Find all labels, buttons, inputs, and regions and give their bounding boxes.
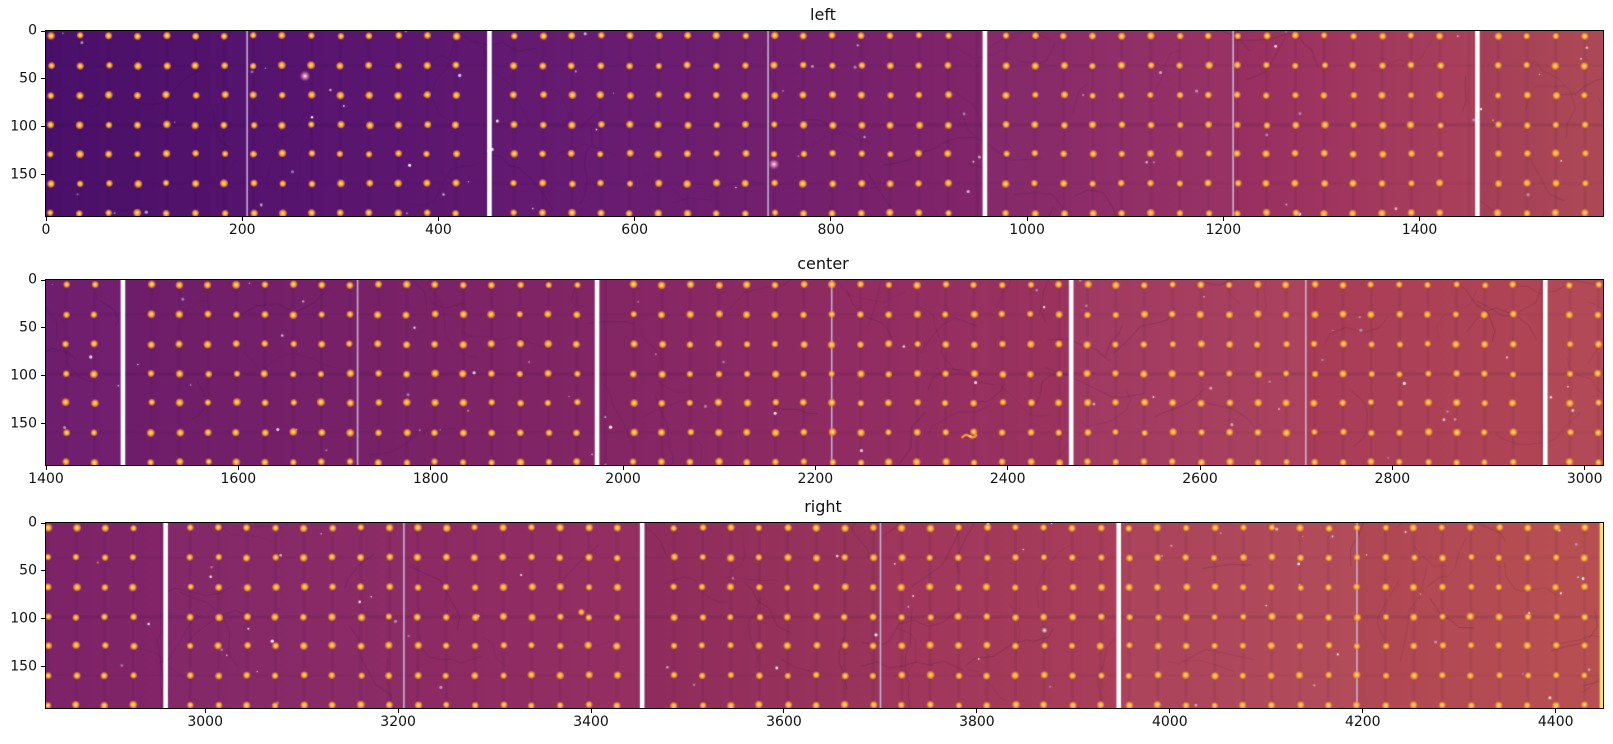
y-tick-mark (41, 126, 45, 128)
x-tick-label: 600 (621, 222, 649, 238)
x-tick-mark (1169, 709, 1171, 713)
x-tick-label: 1600 (220, 471, 257, 487)
x-tick-mark (204, 709, 206, 713)
x-tick-label: 1000 (1009, 222, 1045, 238)
x-tick-label: 0 (41, 222, 51, 238)
x-tick-label: 2000 (605, 471, 641, 487)
x-tick-mark (241, 217, 243, 221)
x-tick-label: 800 (817, 222, 845, 238)
x-tick-label: 2600 (1182, 471, 1218, 487)
x-tick-label: 3400 (573, 714, 609, 730)
x-tick-label: 4400 (1537, 714, 1574, 730)
x-tick-label: 2400 (989, 471, 1026, 487)
x-tick-label: 3000 (187, 714, 223, 730)
x-tick-label: 1800 (412, 471, 449, 487)
panel-right-frame: 3000 3200 3400 3600 3800 4000 4200 4400 0 50 100 15… (10, 515, 1604, 730)
panel-center-heatmap (46, 280, 1603, 465)
y-tick-mark (41, 522, 45, 524)
y-tick-mark (41, 174, 45, 176)
x-tick-mark (1199, 466, 1201, 470)
y-tick-mark (41, 375, 45, 377)
y-tick-label: 0 (28, 514, 37, 531)
y-tick-label: 150 (10, 658, 37, 675)
x-tick-mark (634, 217, 636, 221)
y-tick-label: 100 (10, 610, 37, 627)
x-tick-label: 3000 (1566, 471, 1603, 487)
x-tick-label: 3200 (380, 714, 416, 730)
y-tick-label: 0 (28, 22, 37, 39)
y-tick-label: 0 (28, 271, 37, 288)
y-tick-mark (41, 78, 45, 80)
y-tick-mark (41, 30, 45, 32)
y-tick-mark (41, 327, 45, 329)
panel-right-title: right (804, 497, 842, 516)
x-tick-mark (237, 466, 239, 470)
x-tick-mark (590, 709, 592, 713)
x-tick-mark (622, 466, 624, 470)
x-tick-label: 3600 (766, 714, 802, 730)
x-tick-label: 1400 (28, 471, 64, 487)
x-tick-label: 400 (425, 222, 452, 238)
x-tick-mark (783, 709, 785, 713)
panel-right-heatmap (46, 523, 1603, 708)
x-tick-mark (1007, 466, 1009, 470)
x-tick-label: 1200 (1205, 222, 1242, 238)
panel-center-title: center (797, 254, 849, 273)
y-tick-label: 50 (19, 70, 37, 87)
y-tick-label: 50 (19, 562, 37, 579)
x-tick-mark (437, 217, 439, 221)
x-tick-mark (1584, 466, 1586, 470)
y-tick-mark (41, 279, 45, 281)
y-tick-label: 150 (10, 166, 37, 183)
panel-left-heatmap (46, 31, 1603, 216)
x-tick-label: 200 (228, 222, 256, 238)
panel-left-frame: 0 200 400 600 800 1000 1200 1400 0 50 100 150 (10, 23, 1604, 238)
y-tick-label: 50 (19, 319, 37, 336)
y-tick-mark (41, 618, 45, 620)
x-tick-mark (397, 709, 399, 713)
y-tick-mark (41, 423, 45, 425)
x-tick-mark (814, 466, 816, 470)
x-tick-label: 4000 (1152, 714, 1188, 730)
x-tick-label: 3800 (959, 714, 995, 730)
x-tick-mark (430, 466, 432, 470)
x-tick-mark (1391, 466, 1393, 470)
x-tick-mark (45, 466, 47, 470)
x-tick-mark (830, 217, 832, 221)
y-tick-label: 100 (10, 118, 37, 135)
x-tick-mark (1362, 709, 1364, 713)
x-tick-mark (976, 709, 978, 713)
y-tick-label: 100 (10, 367, 37, 384)
x-tick-mark (1222, 217, 1224, 221)
x-tick-mark (1555, 709, 1557, 713)
x-tick-label: 2200 (797, 471, 834, 487)
y-tick-label: 150 (10, 415, 37, 432)
panel-left-title: left (810, 5, 836, 24)
x-tick-mark (1419, 217, 1421, 221)
x-tick-mark (1026, 217, 1028, 221)
x-tick-mark (45, 217, 47, 221)
x-tick-label: 2800 (1374, 471, 1411, 487)
x-tick-label: 4200 (1344, 714, 1381, 730)
y-tick-mark (41, 666, 45, 668)
x-tick-label: 1400 (1401, 222, 1438, 238)
y-tick-mark (41, 570, 45, 572)
panel-center-frame: 1400 1600 1800 2000 2200 2400 2600 2800 3000 0 50 1… (10, 272, 1604, 487)
